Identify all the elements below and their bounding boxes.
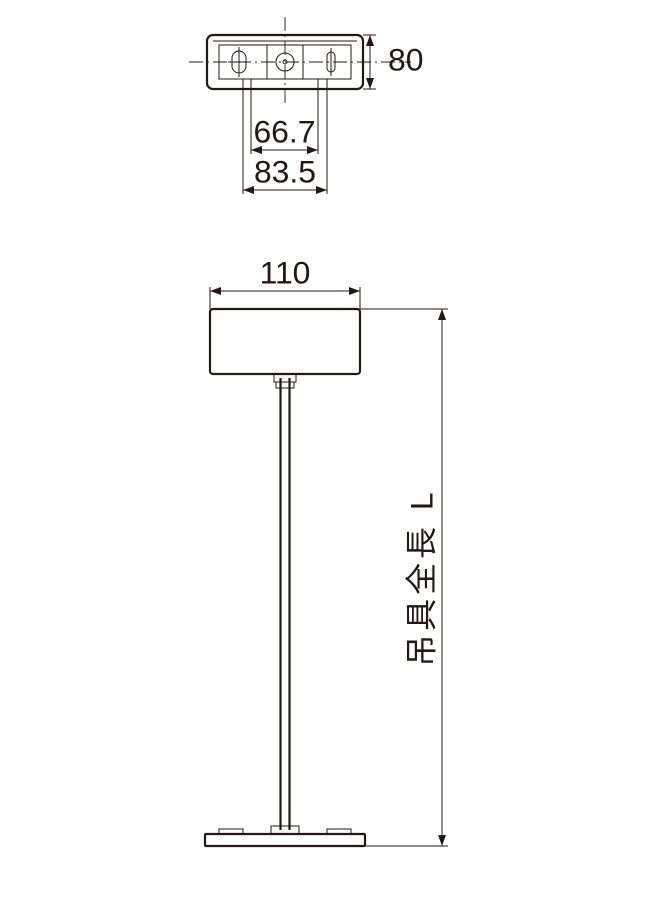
canopy — [210, 309, 360, 374]
dimension-label: 66.7 — [253, 113, 315, 149]
technical-drawing: 80 66.7 83.5 110 吊具全長 L — [0, 0, 663, 913]
dimension-label: 80 — [388, 41, 424, 77]
dimension-label: 吊具全長 L — [403, 488, 439, 666]
dimension-label: 83.5 — [254, 153, 316, 189]
foot-plate — [205, 834, 365, 846]
dimension-label: 110 — [260, 254, 311, 290]
stem — [281, 378, 290, 830]
